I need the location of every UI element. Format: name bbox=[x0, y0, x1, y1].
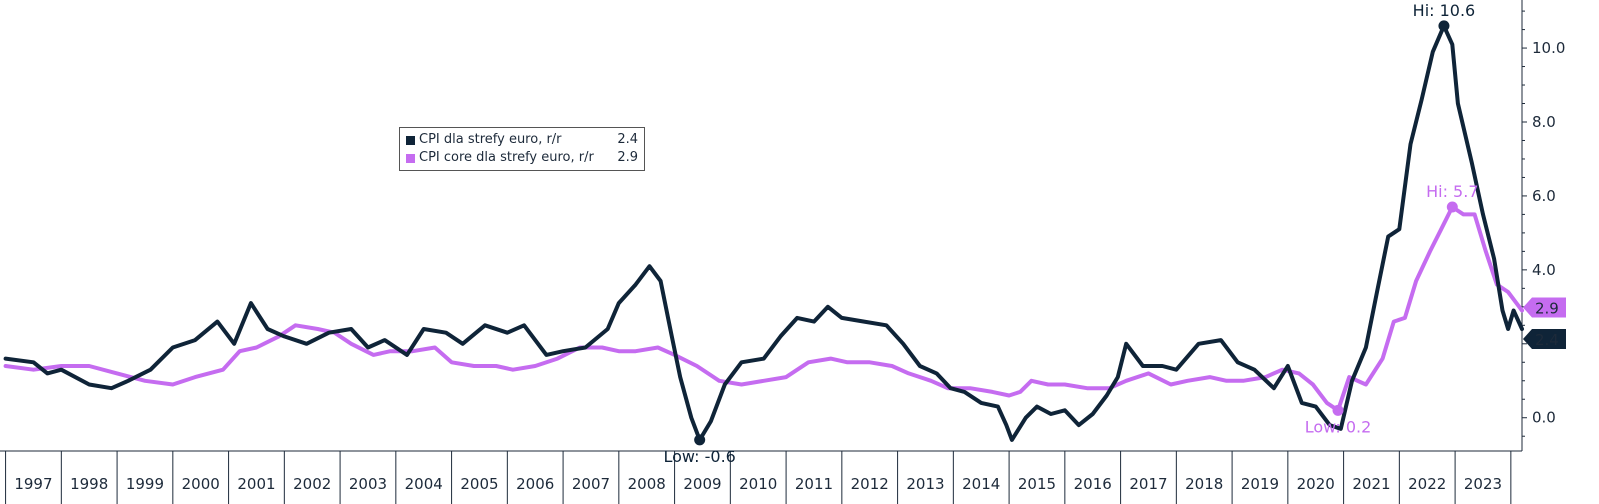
x-tick-label: 2021 bbox=[1352, 475, 1390, 493]
x-tick-label: 2004 bbox=[405, 475, 443, 493]
x-axis: 1997 1998 1999 2000 2001 2002 2003 2004 2005 2006… bbox=[0, 450, 1522, 504]
last-value-tag-bg bbox=[1523, 297, 1566, 318]
x-tick-label: 2012 bbox=[851, 475, 889, 493]
legend-item-core: CPI core dla strefy euro, r/r 2.9 bbox=[406, 149, 638, 167]
x-tick-label: 2017 bbox=[1129, 475, 1167, 493]
legend: CPI dla strefy euro, r/r 2.4 CPI core dl… bbox=[399, 127, 645, 171]
annotation-label: Hi: 10.6 bbox=[1413, 1, 1476, 20]
legend-value-core: 2.9 bbox=[617, 150, 638, 165]
y-tick-label: 0.0 bbox=[1532, 409, 1556, 427]
y-tick-label: 4.0 bbox=[1532, 261, 1556, 279]
annotation-marker bbox=[1446, 201, 1458, 213]
x-tick-label: 2003 bbox=[349, 475, 387, 493]
x-tick-label: 1997 bbox=[14, 475, 52, 493]
x-tick-label: 2016 bbox=[1074, 475, 1112, 493]
annotation-marker bbox=[1438, 20, 1450, 32]
annotation-marker bbox=[694, 434, 706, 446]
y-axis: 0.02.04.06.08.010.0 bbox=[1521, 0, 1565, 451]
last-value-tag-bg bbox=[1523, 329, 1566, 350]
annotation-label: Low: -0.6 bbox=[664, 447, 736, 466]
x-tick-label: 2023 bbox=[1464, 475, 1502, 493]
legend-value-cpi: 2.4 bbox=[617, 132, 638, 147]
legend-item-cpi: CPI dla strefy euro, r/r 2.4 bbox=[406, 131, 638, 149]
annotation-label: Low: 0.2 bbox=[1305, 417, 1372, 436]
y-tick-label: 10.0 bbox=[1532, 39, 1565, 57]
x-tick-label: 2020 bbox=[1297, 475, 1335, 493]
x-tick-label: 2008 bbox=[628, 475, 666, 493]
legend-label-cpi: CPI dla strefy euro, r/r bbox=[419, 132, 562, 147]
x-tick-label: 2015 bbox=[1018, 475, 1056, 493]
x-tick-label: 2022 bbox=[1408, 475, 1446, 493]
annotation-label: Hi: 5.7 bbox=[1426, 182, 1478, 201]
x-tick-label: 2013 bbox=[906, 475, 944, 493]
x-tick-label: 2002 bbox=[293, 475, 331, 493]
last-value-tags: 2.4 2.9 bbox=[1523, 297, 1566, 350]
x-tick-label: 2019 bbox=[1241, 475, 1279, 493]
x-tick-label: 2011 bbox=[795, 475, 833, 493]
annotation-marker bbox=[1332, 404, 1344, 416]
x-tick-label: 2001 bbox=[237, 475, 275, 493]
legend-swatch-cpi bbox=[406, 135, 415, 145]
x-tick-label: 2018 bbox=[1185, 475, 1223, 493]
x-tick-label: 2010 bbox=[739, 475, 777, 493]
last-value-tag-cpi: 2.4 bbox=[1523, 329, 1566, 350]
x-tick-label: 2006 bbox=[516, 475, 554, 493]
x-tick-label: 1998 bbox=[70, 475, 108, 493]
y-tick-label: 8.0 bbox=[1532, 113, 1556, 131]
legend-swatch-core bbox=[406, 153, 415, 163]
last-value-tag-label: 2.9 bbox=[1535, 300, 1559, 318]
y-tick-label: 6.0 bbox=[1532, 187, 1556, 205]
x-tick-label: 2007 bbox=[572, 475, 610, 493]
x-tick-label: 2005 bbox=[460, 475, 498, 493]
last-value-tag-label: 2.4 bbox=[1535, 331, 1559, 349]
x-tick-label: 2009 bbox=[683, 475, 721, 493]
series-line-cpi bbox=[3, 23, 1524, 442]
last-value-tag-core: 2.9 bbox=[1523, 297, 1566, 318]
x-tick-label: 1999 bbox=[126, 475, 164, 493]
x-tick-label: 2000 bbox=[182, 475, 220, 493]
x-tick-label: 2014 bbox=[962, 475, 1000, 493]
legend-label-core: CPI core dla strefy euro, r/r bbox=[419, 150, 594, 165]
annotation-layer: Hi: 10.6 Low: -0.6 Hi: 5.7 Low: 0.2 bbox=[664, 1, 1479, 466]
series-layer bbox=[3, 23, 1524, 442]
